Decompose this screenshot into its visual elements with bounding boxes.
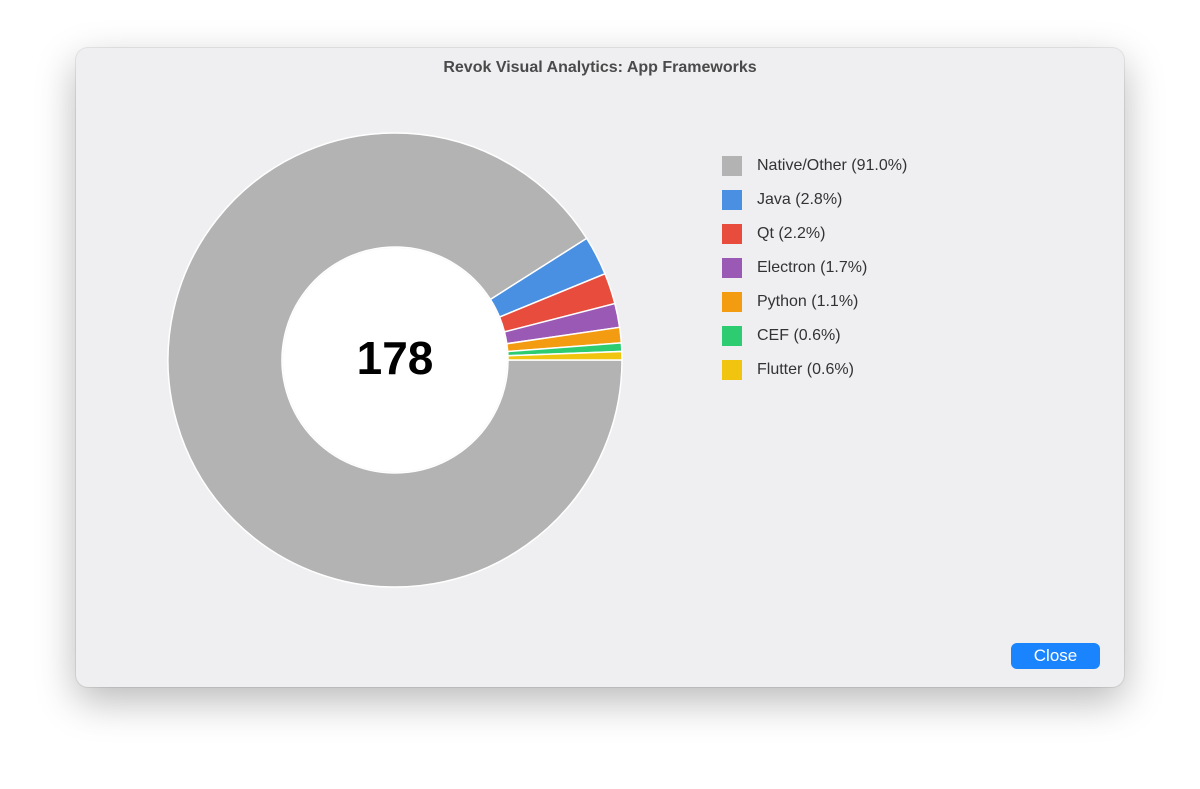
center-total: 178	[357, 332, 434, 384]
legend-label: Native/Other (91.0%)	[757, 157, 907, 174]
legend-swatch	[722, 258, 742, 278]
legend-label: Electron (1.7%)	[757, 259, 867, 276]
donut-hole	[283, 248, 507, 472]
legend-swatch	[722, 292, 742, 312]
legend-label: Python (1.1%)	[757, 293, 858, 310]
chart: 178 Native/Other (91.0%) Java (2.8%) Qt (2.…	[167, 132, 907, 588]
legend-swatch	[722, 156, 742, 176]
legend-label: Flutter (0.6%)	[757, 361, 854, 378]
legend-label: Java (2.8%)	[757, 191, 842, 208]
donut-slice	[507, 350, 623, 361]
close-button[interactable]: Close	[1011, 643, 1100, 669]
legend-label: Qt (2.2%)	[757, 225, 825, 242]
window: Revok Visual Analytics: App Frameworks 1…	[76, 48, 1124, 687]
legend-swatch	[722, 326, 742, 346]
legend-label: CEF (0.6%)	[757, 327, 841, 344]
legend-swatch	[722, 190, 742, 210]
window-title: Revok Visual Analytics: App Frameworks	[443, 59, 757, 76]
donut-slice	[167, 132, 623, 588]
legend-swatch	[722, 224, 742, 244]
legend-swatch	[722, 360, 742, 380]
